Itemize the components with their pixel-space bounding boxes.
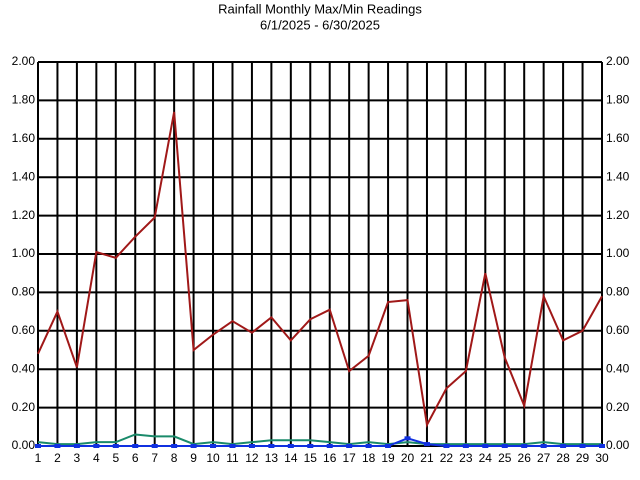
x-tick-label: 5 (112, 451, 119, 465)
x-tick-label: 15 (304, 451, 318, 465)
point-marker (599, 444, 605, 448)
x-tick-label: 21 (420, 451, 434, 465)
point-marker (287, 444, 294, 448)
x-tick-label: 25 (498, 451, 512, 465)
y2-tick-label: 0.00 (606, 438, 630, 452)
x-tick-label: 14 (284, 451, 298, 465)
y-tick-label: 1.20 (12, 208, 36, 222)
y-tick-label: 0.20 (12, 400, 36, 414)
x-tick-label: 19 (381, 451, 395, 465)
point-marker (132, 444, 139, 448)
y2-tick-label: 1.80 (606, 93, 630, 107)
point-marker (151, 444, 158, 448)
x-tick-label: 18 (362, 451, 376, 465)
x-tick-label: 23 (459, 451, 473, 465)
point-marker (54, 444, 61, 448)
series-line (37, 433, 602, 446)
x-tick-label: 26 (518, 451, 532, 465)
y-tick-label: 2.00 (12, 54, 36, 68)
point-marker (229, 444, 236, 448)
point-marker (560, 444, 567, 448)
x-tick-label: 7 (151, 451, 158, 465)
y2-tick-label: 0.60 (606, 323, 630, 337)
point-marker (521, 444, 528, 448)
y2-tick-label: 1.60 (606, 131, 630, 145)
x-tick-label: 3 (74, 451, 81, 465)
y2-tick-label: 1.40 (606, 169, 630, 183)
x-tick-label: 12 (245, 451, 259, 465)
x-tick-label: 9 (190, 451, 197, 465)
series-line (37, 111, 603, 428)
chart-title: Rainfall Monthly Max/Min Readings (218, 1, 422, 16)
y-tick-label: 1.80 (12, 93, 36, 107)
y2-tick-label: 1.00 (606, 246, 630, 260)
y2-tick-label: 1.20 (606, 208, 630, 222)
x-tick-label: 28 (556, 451, 570, 465)
point-marker (423, 442, 430, 447)
x-tick-label: 13 (265, 451, 279, 465)
x-tick-label: 8 (171, 451, 178, 465)
x-tick-label: 11 (226, 451, 239, 465)
point-marker (579, 444, 586, 448)
point-marker (112, 444, 119, 448)
x-tick-label: 1 (35, 451, 42, 465)
y2-tick-label: 0.40 (606, 361, 630, 375)
point-marker (482, 444, 489, 448)
y-tick-label: 1.40 (12, 169, 36, 183)
point-marker (35, 444, 41, 448)
point-marker (210, 444, 217, 448)
y-tick-label: 1.00 (12, 246, 36, 260)
point-marker (346, 444, 353, 448)
y2-tick-label: 0.20 (606, 400, 630, 414)
series-line (38, 437, 602, 447)
point-marker (326, 444, 333, 448)
point-marker (365, 444, 372, 448)
point-marker (248, 444, 255, 448)
point-marker (501, 444, 508, 448)
y-tick-label: 1.60 (12, 131, 36, 145)
x-tick-label: 16 (323, 451, 337, 465)
y-tick-label: 0.00 (12, 438, 36, 452)
y-tick-label: 0.40 (12, 361, 36, 375)
point-marker (385, 444, 392, 448)
point-marker (190, 444, 197, 448)
point-marker (404, 436, 411, 441)
y2-tick-label: 2.00 (606, 54, 630, 68)
point-marker (307, 444, 314, 448)
point-marker (540, 444, 547, 448)
y-tick-label: 0.80 (12, 285, 36, 299)
x-tick-label: 20 (401, 451, 415, 465)
point-marker (93, 444, 100, 448)
x-tick-label: 6 (132, 451, 139, 465)
point-marker (171, 444, 178, 448)
point-marker (268, 444, 275, 448)
x-tick-label: 2 (54, 451, 61, 465)
x-tick-label: 30 (595, 451, 609, 465)
point-marker (462, 444, 469, 448)
x-tick-label: 10 (206, 451, 220, 465)
y-tick-label: 0.60 (12, 323, 36, 337)
point-marker (443, 444, 450, 448)
point-marker (73, 444, 80, 448)
x-tick-label: 27 (537, 451, 551, 465)
y2-tick-label: 0.80 (606, 285, 630, 299)
x-tick-label: 17 (342, 451, 356, 465)
x-tick-label: 29 (576, 451, 590, 465)
x-tick-label: 24 (479, 451, 493, 465)
chart-subtitle: 6/1/2025 - 6/30/2025 (260, 17, 380, 32)
x-tick-label: 4 (93, 451, 100, 465)
x-tick-label: 22 (440, 451, 454, 465)
